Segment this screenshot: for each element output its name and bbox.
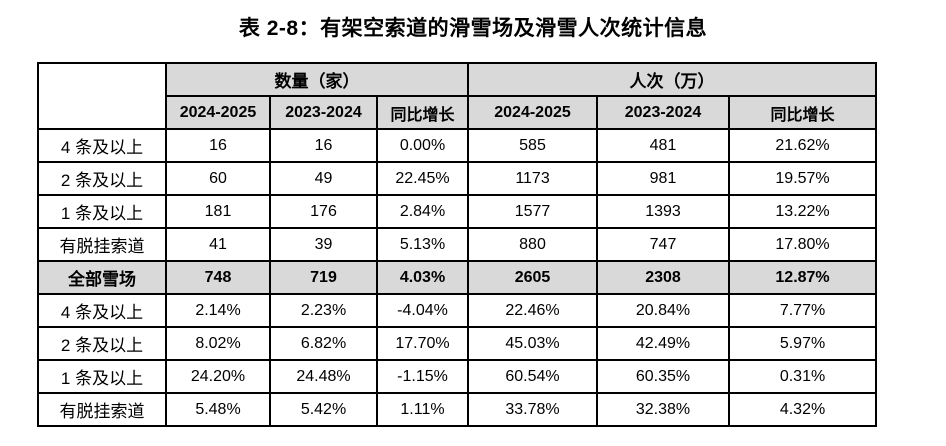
cell-value: 2308 (596, 260, 731, 295)
cell-value: 1.11% (375, 392, 470, 427)
cell-value: 8.02% (165, 326, 271, 361)
cell-value: 1393 (596, 194, 731, 229)
row-label: 有脱挂索道 (37, 392, 167, 427)
cell-value: 5.48% (165, 392, 271, 427)
row-label: 4 条及以上 (37, 293, 167, 328)
cell-value: 49 (269, 161, 378, 196)
cell-value: 24.48% (269, 359, 378, 394)
cell-value: 5.13% (375, 227, 470, 262)
cell-value: 5.97% (728, 326, 878, 361)
cell-value: 181 (165, 194, 271, 229)
cell-value: 748 (165, 260, 271, 295)
cell-value: 45.03% (467, 326, 599, 361)
table-row: 2 条及以上 60 49 22.45% 1173 981 19.57% (37, 161, 878, 196)
cell-value: 4.03% (375, 260, 470, 295)
cell-value: -1.15% (375, 359, 470, 394)
cell-value: 585 (467, 128, 599, 163)
column-header-qty-yoy: 同比增长 (375, 95, 470, 130)
table-row: 1 条及以上 24.20% 24.48% -1.15% 60.54% 60.35… (37, 359, 878, 394)
cell-value: 6.82% (269, 326, 378, 361)
cell-value: 0.00% (375, 128, 470, 163)
cell-value: 21.62% (728, 128, 878, 163)
cell-value: 7.77% (728, 293, 878, 328)
cell-value: 60 (165, 161, 271, 196)
cell-value: 17.70% (375, 326, 470, 361)
row-label: 有脱挂索道 (37, 227, 167, 262)
row-label: 1 条及以上 (37, 359, 167, 394)
table-row: 有脱挂索道 41 39 5.13% 880 747 17.80% (37, 227, 878, 262)
cell-value: 5.42% (269, 392, 378, 427)
cell-value: 2.23% (269, 293, 378, 328)
cell-value: 719 (269, 260, 378, 295)
cell-value: 2.14% (165, 293, 271, 328)
corner-cell (37, 62, 167, 130)
group-header-row: 数量（家） 人次（万） (37, 62, 878, 130)
cell-value: 981 (596, 161, 731, 196)
table-row: 4 条及以上 16 16 0.00% 585 481 21.62% (37, 128, 878, 163)
cell-value: 32.38% (596, 392, 731, 427)
row-label: 2 条及以上 (37, 161, 167, 196)
cell-value: 2.84% (375, 194, 470, 229)
row-label: 全部雪场 (37, 260, 167, 295)
cell-value: 16 (165, 128, 271, 163)
group-header-visits: 人次（万） (467, 62, 878, 97)
cell-value: 41 (165, 227, 271, 262)
cell-value: 60.35% (596, 359, 731, 394)
column-header-qty-2023-2024: 2023-2024 (269, 95, 378, 130)
cell-value: 0.31% (728, 359, 878, 394)
cell-value: 880 (467, 227, 599, 262)
table-row: 有脱挂索道 5.48% 5.42% 1.11% 33.78% 32.38% 4.… (37, 392, 878, 427)
cell-value: 4.32% (728, 392, 878, 427)
cell-value: 39 (269, 227, 378, 262)
row-label: 4 条及以上 (37, 128, 167, 163)
cell-value: 176 (269, 194, 378, 229)
cell-value: -4.04% (375, 293, 470, 328)
row-label: 1 条及以上 (37, 194, 167, 229)
cell-value: 33.78% (467, 392, 599, 427)
cell-value: 17.80% (728, 227, 878, 262)
column-header-qty-2024-2025: 2024-2025 (165, 95, 271, 130)
cell-value: 42.49% (596, 326, 731, 361)
column-header-visits-yoy: 同比增长 (728, 95, 878, 130)
sub-header-row: 2024-2025 2023-2024 同比增长 2024-2025 2023-… (38, 95, 878, 130)
cell-value: 1577 (467, 194, 599, 229)
cell-value: 22.46% (467, 293, 599, 328)
cell-value: 60.54% (467, 359, 599, 394)
cell-value: 12.87% (728, 260, 878, 295)
cell-value: 19.57% (728, 161, 878, 196)
table-row-total: 全部雪场 748 719 4.03% 2605 2308 12.87% (37, 260, 878, 295)
row-label: 2 条及以上 (37, 326, 167, 361)
table-row: 1 条及以上 181 176 2.84% 1577 1393 13.22% (37, 194, 878, 229)
cell-value: 13.22% (728, 194, 878, 229)
cell-value: 20.84% (596, 293, 731, 328)
cell-value: 24.20% (165, 359, 271, 394)
table-row: 4 条及以上 2.14% 2.23% -4.04% 22.46% 20.84% … (37, 293, 878, 328)
cell-value: 1173 (467, 161, 599, 196)
table-row: 2 条及以上 8.02% 6.82% 17.70% 45.03% 42.49% … (37, 326, 878, 361)
table-title: 表 2-8：有架空索道的滑雪场及滑雪人次统计信息 (238, 17, 708, 40)
group-header-quantity: 数量（家） (164, 62, 470, 97)
cell-value: 22.45% (375, 161, 470, 196)
cell-value: 16 (269, 128, 378, 163)
cell-value: 747 (596, 227, 731, 262)
column-header-visits-2023-2024: 2023-2024 (596, 95, 731, 130)
statistics-table: 数量（家） 人次（万） 2024-2025 2023-2024 同比增长 202… (37, 62, 878, 427)
cell-value: 2605 (467, 260, 599, 295)
cell-value: 481 (596, 128, 731, 163)
column-header-visits-2024-2025: 2024-2025 (467, 95, 599, 130)
